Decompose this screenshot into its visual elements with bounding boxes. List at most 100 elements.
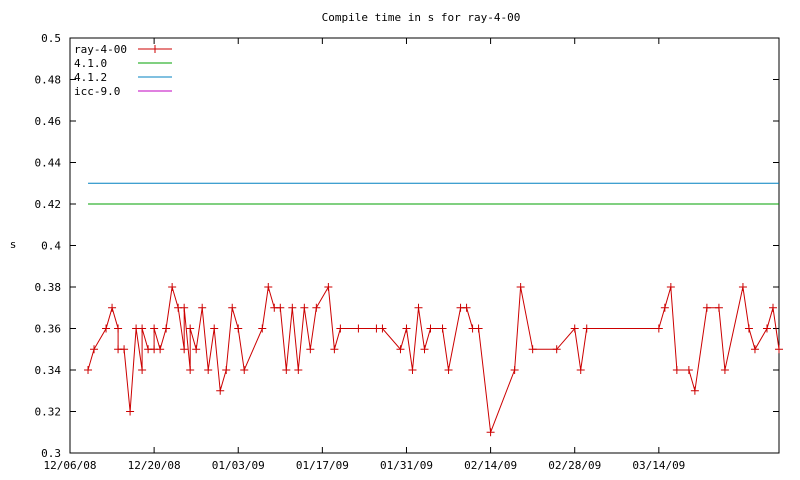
data-point — [138, 324, 147, 333]
data-point — [654, 324, 663, 333]
data-point — [714, 303, 723, 312]
legend-label: 4.1.0 — [74, 57, 107, 70]
data-point — [180, 303, 189, 312]
x-tick-label: 01/31/09 — [380, 459, 433, 472]
data-point — [198, 303, 207, 312]
legend-label: icc-9.0 — [74, 85, 120, 98]
y-tick-label: 0.34 — [35, 364, 62, 377]
data-point — [666, 283, 675, 291]
x-tick-label: 02/28/09 — [548, 459, 601, 472]
y-tick-label: 0.38 — [35, 281, 62, 294]
data-point — [738, 283, 747, 291]
x-tick-label: 01/17/09 — [296, 459, 349, 472]
data-point — [324, 283, 333, 291]
data-point — [108, 303, 117, 312]
data-point — [702, 303, 711, 312]
data-point — [330, 345, 339, 354]
y-axis-label: s — [10, 238, 17, 251]
data-point — [276, 303, 285, 312]
data-point — [486, 428, 495, 437]
data-point — [750, 345, 759, 354]
data-point — [516, 283, 525, 291]
y-tick-label: 0.5 — [41, 32, 61, 45]
data-point — [240, 366, 249, 374]
data-point — [762, 324, 771, 333]
data-point — [300, 303, 309, 312]
data-point — [396, 345, 405, 354]
data-point — [414, 303, 423, 312]
data-point — [216, 386, 225, 395]
data-point — [444, 366, 453, 374]
data-point — [222, 366, 231, 374]
data-point — [306, 345, 315, 354]
data-point — [204, 366, 213, 374]
data-point — [150, 324, 159, 333]
data-point — [462, 303, 471, 312]
data-point — [420, 345, 429, 354]
data-point — [354, 324, 363, 333]
data-point — [186, 324, 195, 333]
data-point — [744, 324, 753, 333]
y-tick-label: 0.44 — [35, 157, 62, 170]
data-point — [180, 345, 189, 354]
data-point — [186, 366, 195, 374]
x-tick-label: 02/14/09 — [464, 459, 517, 472]
data-point — [690, 386, 699, 395]
data-point — [102, 324, 111, 333]
data-point — [120, 345, 129, 354]
data-point — [336, 324, 345, 333]
data-point — [234, 324, 243, 333]
data-point — [582, 324, 591, 333]
data-point — [156, 345, 165, 354]
legend-label: 4.1.2 — [74, 71, 107, 84]
series-line-ray-4-00 — [87, 285, 780, 433]
data-point — [138, 366, 147, 374]
data-point — [378, 324, 387, 333]
data-point — [126, 407, 135, 416]
y-tick-label: 0.46 — [35, 115, 62, 128]
data-point — [672, 366, 681, 374]
data-point — [720, 366, 729, 374]
data-point — [570, 324, 579, 333]
data-point — [90, 345, 99, 354]
y-tick-label: 0.4 — [41, 240, 61, 253]
data-point — [552, 345, 561, 354]
y-tick-label: 0.3 — [41, 447, 61, 460]
y-tick-label: 0.48 — [35, 74, 62, 87]
data-point — [684, 366, 693, 374]
data-point — [408, 366, 417, 374]
x-tick-label: 01/03/09 — [212, 459, 265, 472]
data-point — [402, 324, 411, 333]
x-axis: 12/06/08 12/20/08 01/03/09 01/17/09 01/31/09… — [44, 38, 685, 472]
data-point — [168, 283, 177, 291]
plot-frame — [69, 37, 780, 454]
data-point — [282, 366, 291, 374]
y-tick-label: 0.32 — [35, 406, 62, 419]
y-tick-label: 0.36 — [35, 323, 62, 336]
x-tick-label: 12/20/08 — [128, 459, 181, 472]
data-point — [258, 324, 267, 333]
data-point — [660, 303, 669, 312]
data-point — [775, 345, 783, 354]
data-point — [114, 324, 123, 333]
data-point — [288, 303, 297, 312]
data-point — [438, 324, 447, 333]
data-point — [426, 324, 435, 333]
data-point — [528, 345, 537, 354]
chart-title: Compile time in s for ray-4-00 — [322, 11, 521, 24]
data-point — [228, 303, 237, 312]
data-point — [768, 303, 777, 312]
data-point — [312, 303, 321, 312]
x-tick-label: 12/06/08 — [44, 459, 97, 472]
y-tick-label: 0.42 — [35, 198, 62, 211]
data-point — [210, 324, 219, 333]
data-point — [84, 366, 93, 374]
data-point — [192, 345, 201, 354]
y-axis: 0.3 0.32 0.34 0.36 0.38 0.4 0.42 0.44 0.46 0.48 0.… — [35, 32, 779, 460]
data-point — [162, 324, 171, 333]
data-point — [510, 366, 519, 374]
data-point — [576, 366, 585, 374]
legend-label: ray-4-00 — [74, 43, 127, 56]
